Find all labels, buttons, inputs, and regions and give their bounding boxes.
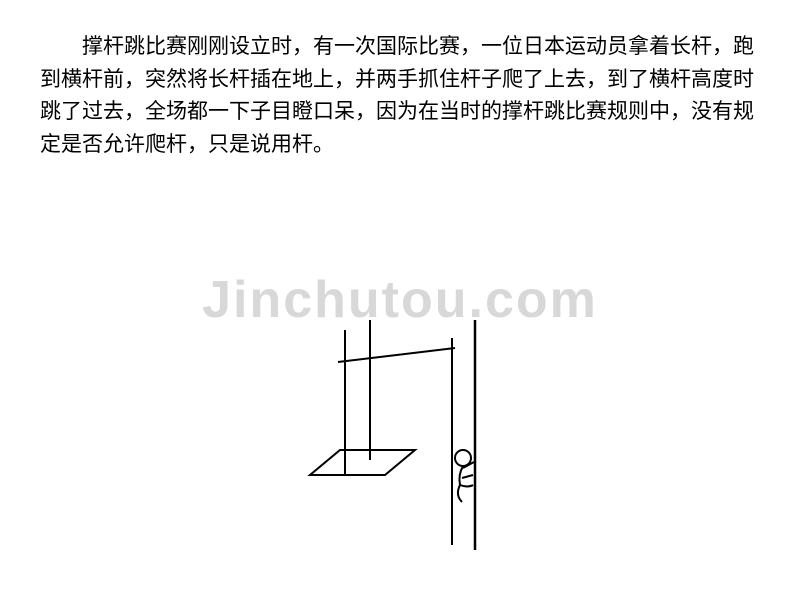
crossbar (338, 348, 455, 362)
platform-shape (310, 450, 415, 475)
climber-body (459, 466, 463, 485)
climber-leg-lower (458, 485, 462, 502)
main-paragraph: 撑杆跳比赛刚刚设立时，有一次国际比赛，一位日本运动员拿着长杆，跑到横杆前，突然将… (40, 30, 760, 160)
climber-arm-lower (462, 475, 473, 478)
climber-head (455, 450, 471, 466)
pole-vault-illustration (300, 310, 520, 570)
climber-leg-upper (460, 485, 473, 487)
content-area: 撑杆跳比赛刚刚设立时，有一次国际比赛，一位日本运动员拿着长杆，跑到横杆前，突然将… (0, 0, 800, 160)
